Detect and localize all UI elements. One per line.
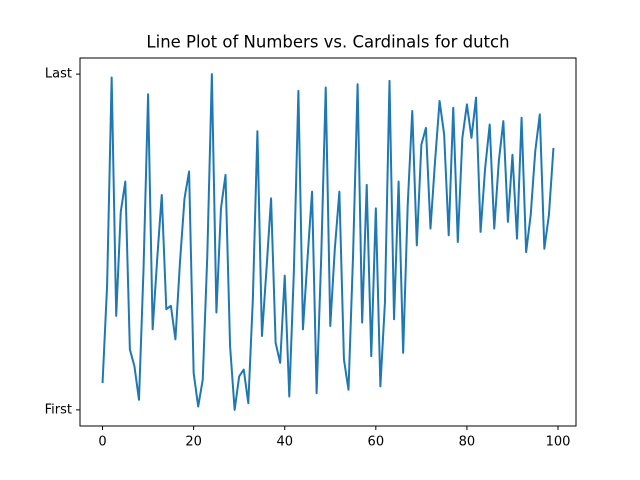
chart-title: Line Plot of Numbers vs. Cardinals for d… [146, 33, 509, 52]
y-tick-label: First [45, 402, 72, 417]
y-tick-label: Last [45, 67, 72, 82]
x-tick-label: 100 [546, 435, 571, 450]
axes-frame [79, 57, 577, 427]
x-tick-label: 80 [459, 435, 476, 450]
x-tick-label: 0 [98, 435, 106, 450]
x-tick-label: 20 [185, 435, 202, 450]
x-tick-label: 60 [368, 435, 385, 450]
line-series [101, 73, 555, 411]
x-tick-label: 40 [276, 435, 293, 450]
